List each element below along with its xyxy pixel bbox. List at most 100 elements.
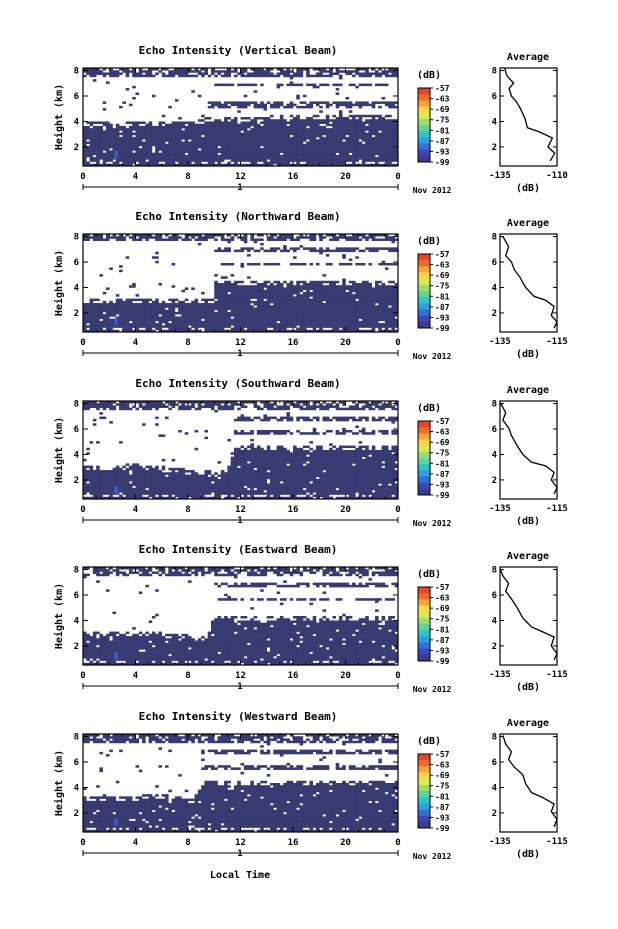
heatmap-cell xyxy=(230,307,235,311)
heatmap-cell xyxy=(227,132,231,136)
heatmap-cell xyxy=(384,289,389,293)
heatmap-cell xyxy=(247,83,251,87)
heatmap-cell xyxy=(178,154,182,158)
heatmap-cell xyxy=(247,159,251,162)
heatmap-cell xyxy=(279,72,284,75)
heatmap-cell xyxy=(270,132,274,136)
heatmap-cell xyxy=(319,234,323,237)
heatmap-cell xyxy=(112,478,117,482)
heatmap-cell xyxy=(375,300,379,304)
heatmap-cell xyxy=(289,311,294,315)
heatmap-cell xyxy=(214,316,218,319)
heatmap-cell xyxy=(338,103,343,107)
heatmap-cell xyxy=(276,285,281,288)
heatmap-cell xyxy=(319,314,323,317)
heatmap-cell xyxy=(384,72,389,75)
heatmap-cell xyxy=(227,163,231,167)
heatmap-cell xyxy=(283,119,287,122)
heatmap-cell xyxy=(355,238,359,241)
heatmap-cell xyxy=(329,132,333,136)
heatmap-cell xyxy=(263,309,268,313)
heatmap-cell xyxy=(338,145,343,149)
heatmap-cell xyxy=(296,311,300,315)
heatmap-cell xyxy=(260,130,264,133)
heatmap-cell xyxy=(332,311,336,315)
heatmap-cell xyxy=(378,298,382,302)
heatmap-cell xyxy=(361,159,366,162)
heatmap-cell xyxy=(132,470,136,473)
heatmap-cell xyxy=(220,70,225,73)
heatmap-cell xyxy=(371,125,376,129)
heatmap-cell xyxy=(168,70,172,73)
heatmap-cell xyxy=(253,154,258,158)
heatmap-cell xyxy=(263,329,268,333)
heatmap-cell xyxy=(105,481,110,484)
heatmap-cell xyxy=(92,472,97,475)
heatmap-cell xyxy=(178,139,182,142)
heatmap-cell xyxy=(243,285,248,288)
heatmap-cell xyxy=(132,494,136,498)
heatmap-cell xyxy=(230,300,235,304)
heatmap-cell xyxy=(237,323,241,326)
heatmap-cell xyxy=(371,311,376,315)
heatmap-cell xyxy=(145,161,149,165)
heatmap-cell xyxy=(102,470,107,473)
heatmap-cell xyxy=(181,130,186,133)
heatmap-cell xyxy=(361,294,366,297)
heatmap-cell xyxy=(368,125,373,129)
heatmap-cell xyxy=(86,478,90,482)
heatmap-cell xyxy=(194,130,199,133)
heatmap-cell xyxy=(358,291,363,295)
heatmap-cell xyxy=(283,296,287,299)
heatmap-cell xyxy=(322,145,327,149)
heatmap-cell xyxy=(233,148,238,151)
heatmap-cell xyxy=(132,307,136,311)
heatmap-cell xyxy=(165,145,169,149)
heatmap-cell xyxy=(394,283,399,286)
heatmap-cell xyxy=(266,249,271,253)
heatmap-cell xyxy=(119,314,123,317)
heatmap-cell xyxy=(227,117,231,120)
heatmap-cell xyxy=(306,309,310,313)
heatmap-cell xyxy=(220,327,225,331)
heatmap-cell xyxy=(92,320,97,324)
heatmap-cell xyxy=(289,157,294,160)
heatmap-cell xyxy=(158,329,163,333)
heatmap-cell xyxy=(352,159,356,162)
heatmap-cell xyxy=(96,157,100,160)
heatmap-cell xyxy=(365,329,369,333)
x-tick-label: 0 xyxy=(395,172,400,182)
colorbar-segment xyxy=(418,291,430,298)
heatmap-cell xyxy=(224,134,228,138)
heatmap-cell xyxy=(266,154,271,158)
heatmap-cell xyxy=(270,154,274,158)
heatmap-cell xyxy=(122,300,126,304)
heatmap-cell xyxy=(240,72,245,75)
heatmap-cell xyxy=(260,307,264,311)
heatmap-cell xyxy=(273,128,277,131)
heatmap-cell xyxy=(276,105,281,109)
heatmap-cell xyxy=(109,157,113,160)
heatmap-cell xyxy=(302,132,307,136)
heatmap-cell xyxy=(256,285,261,288)
heatmap-cell xyxy=(368,148,373,151)
heatmap-cell xyxy=(174,68,179,71)
heatmap-cell xyxy=(217,157,222,160)
heatmap-cell xyxy=(161,114,166,118)
heatmap-cell xyxy=(312,152,317,156)
heatmap-cell xyxy=(194,137,199,140)
heatmap-cell xyxy=(378,159,382,162)
colorbar-segment xyxy=(418,118,430,126)
heatmap-cell xyxy=(250,327,254,331)
heatmap-cell xyxy=(296,150,300,153)
heatmap-cell xyxy=(319,83,323,87)
heatmap-cell xyxy=(217,132,222,136)
heatmap-cell xyxy=(102,303,107,306)
heatmap-cell xyxy=(296,296,300,299)
heatmap-cell xyxy=(266,72,271,75)
heatmap-cell xyxy=(312,130,317,133)
heatmap-cell xyxy=(132,481,136,484)
heatmap-cell xyxy=(197,159,202,162)
heatmap-cell xyxy=(207,305,212,308)
heatmap-cell xyxy=(115,128,120,131)
